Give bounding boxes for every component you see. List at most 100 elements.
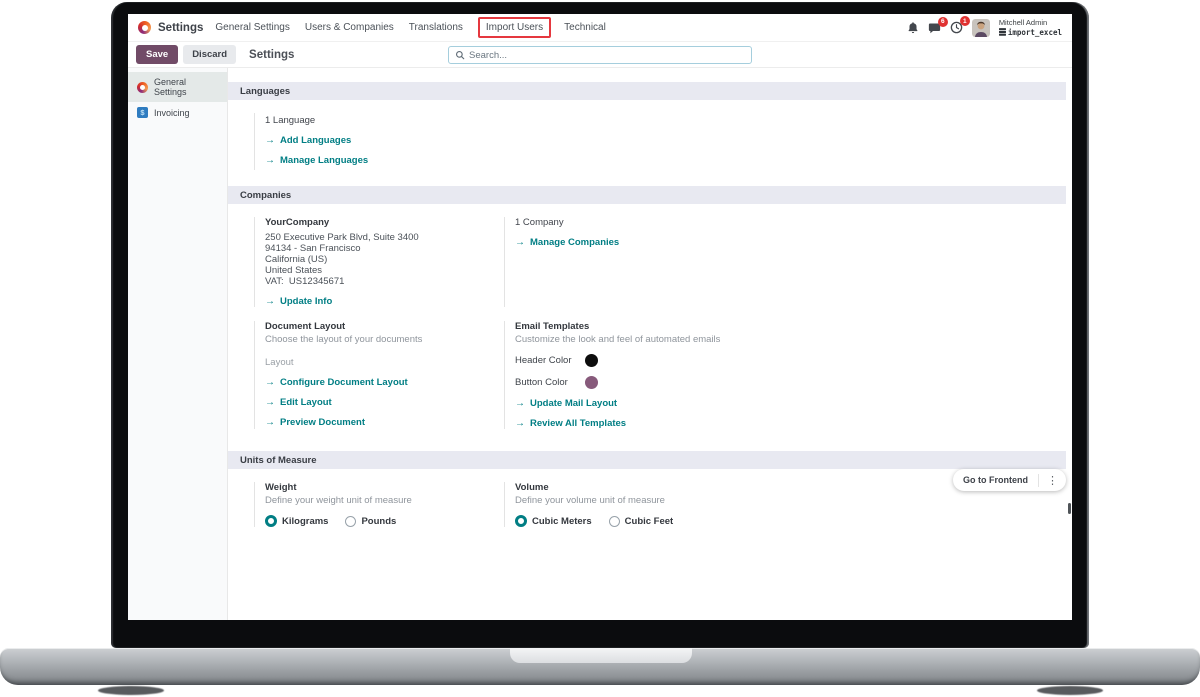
layout-field-label: Layout <box>265 357 294 368</box>
app-body: General Settings $ Invoicing Languages 1… <box>128 68 1072 620</box>
header-color-row: Header Color <box>515 354 1072 367</box>
link-label: Edit Layout <box>280 397 332 408</box>
manage-companies-link[interactable]: → Manage Companies <box>515 237 1072 248</box>
top-navbar: Settings General Settings Users & Compan… <box>128 14 1072 42</box>
add-languages-link[interactable]: → Add Languages <box>265 135 1072 146</box>
pounds-label: Pounds <box>361 515 397 527</box>
link-label: Manage Companies <box>530 237 620 248</box>
invoicing-dollar-icon: $ <box>137 107 148 118</box>
button-color-row: Button Color <box>515 376 1072 389</box>
odoo-logo-icon <box>137 81 148 93</box>
company-name: YourCompany <box>265 217 330 228</box>
kebab-menu-icon[interactable]: ⋮ <box>1047 474 1058 487</box>
section-header-companies: Companies <box>228 186 1066 204</box>
settings-content: Languages 1 Language → Add Languages → M… <box>228 68 1072 620</box>
go-to-frontend-pill: Go to Frontend ⋮ <box>953 469 1066 491</box>
laptop-base-notch <box>510 648 692 663</box>
review-all-templates-link[interactable]: → Review All Templates <box>515 418 1072 429</box>
user-menu[interactable]: Mitchell Admin import_excel <box>998 18 1062 37</box>
search-box[interactable] <box>448 46 752 64</box>
search-input[interactable] <box>469 49 745 61</box>
laptop-foot-right <box>1037 686 1103 695</box>
document-layout-cell: Document Layout Choose the layout of you… <box>254 321 504 429</box>
preview-document-link[interactable]: → Preview Document <box>265 417 504 428</box>
volume-subtitle: Define your volume unit of measure <box>515 495 665 506</box>
odoo-logo-icon[interactable] <box>138 21 151 34</box>
search-icon <box>456 51 465 60</box>
notifications-bell-button[interactable] <box>907 21 919 34</box>
company-info-cell: YourCompany 250 Executive Park Blvd, Sui… <box>254 217 504 307</box>
cubic-meters-label: Cubic Meters <box>532 515 592 527</box>
odoo-app-window: Settings General Settings Users & Compan… <box>128 14 1072 620</box>
edit-layout-link[interactable]: → Edit Layout <box>265 397 504 408</box>
pill-divider <box>1038 473 1039 487</box>
control-bar: Save Discard Settings <box>128 42 1072 68</box>
update-mail-layout-link[interactable]: → Update Mail Layout <box>515 398 1072 409</box>
sidebar-item-invoicing[interactable]: $ Invoicing <box>128 102 227 123</box>
breadcrumb: Settings <box>249 48 295 61</box>
menu-translations[interactable]: Translations <box>408 22 463 33</box>
pounds-radio[interactable] <box>345 515 357 527</box>
weight-subtitle: Define your weight unit of measure <box>265 495 412 506</box>
companies-grid: YourCompany 250 Executive Park Blvd, Sui… <box>228 217 1072 443</box>
go-to-frontend-button[interactable]: Go to Frontend <box>963 475 1028 485</box>
weight-options: Kilograms Pounds <box>265 515 504 527</box>
company-address-line: 94134 - San Francisco <box>265 243 361 254</box>
update-info-link[interactable]: → Update Info <box>265 296 504 307</box>
link-label: Review All Templates <box>530 418 627 429</box>
user-avatar[interactable] <box>971 18 990 37</box>
language-count: 1 Language <box>265 115 316 126</box>
header-color-swatch[interactable] <box>585 354 598 367</box>
menu-users-companies[interactable]: Users & Companies <box>304 22 394 33</box>
database-icon <box>998 28 1006 36</box>
menu-technical[interactable]: Technical <box>564 22 606 33</box>
menu-import-users[interactable]: Import Users <box>477 17 552 38</box>
volume-options: Cubic Meters Cubic Feet <box>515 515 1072 527</box>
company-address-line: 250 Executive Park Blvd, Suite 3400 <box>265 232 419 243</box>
link-label: Configure Document Layout <box>280 377 408 388</box>
menu-general-settings[interactable]: General Settings <box>215 22 290 33</box>
link-label: Manage Languages <box>280 155 369 166</box>
arrow-right-icon: → <box>265 377 275 388</box>
laptop-foot-left <box>98 686 164 695</box>
company-vat-line: VAT: US12345671 <box>265 276 345 287</box>
company-count: 1 Company <box>515 217 564 228</box>
settings-sidebar: General Settings $ Invoicing <box>128 68 228 620</box>
arrow-right-icon: → <box>515 398 525 409</box>
kilograms-radio[interactable] <box>265 515 277 527</box>
cubic-feet-label: Cubic Feet <box>624 515 674 527</box>
save-button[interactable]: Save <box>136 45 179 64</box>
messages-badge: 6 <box>937 16 948 27</box>
avatar-image <box>971 18 990 37</box>
sidebar-item-label: Invoicing <box>154 107 190 118</box>
discard-button[interactable]: Discard <box>183 45 237 64</box>
company-address-line: California (US) <box>265 254 328 265</box>
company-address-line: United States <box>265 265 323 276</box>
laptop-base <box>0 648 1200 685</box>
weight-title: Weight <box>265 482 297 493</box>
volume-title: Volume <box>515 482 549 493</box>
sidebar-item-general-settings[interactable]: General Settings <box>128 72 227 102</box>
laptop-screen: Settings General Settings Users & Compan… <box>111 2 1089 648</box>
link-label: Preview Document <box>280 417 365 428</box>
units-grid: Weight Define your weight unit of measur… <box>228 482 1072 541</box>
arrow-right-icon: → <box>515 418 525 429</box>
email-templates-title: Email Templates <box>515 321 590 332</box>
activities-badge: 1 <box>959 16 970 26</box>
messages-button[interactable]: 6 <box>928 16 948 34</box>
bell-icon <box>908 22 918 34</box>
configure-document-layout-link[interactable]: → Configure Document Layout <box>265 377 504 388</box>
arrow-right-icon: → <box>265 296 275 307</box>
volume-cell: Volume Define your volume unit of measur… <box>504 482 1072 527</box>
app-name[interactable]: Settings <box>158 21 204 34</box>
user-name: Mitchell Admin <box>998 18 1048 28</box>
cubic-feet-radio[interactable] <box>608 515 620 527</box>
company-count-cell: 1 Company → Manage Companies <box>504 217 1072 307</box>
vertical-scrollbar-thumb[interactable] <box>1068 503 1071 514</box>
navbar-right: 6 1 Mitchell Admin import_excel <box>907 16 1062 37</box>
activities-button[interactable]: 1 <box>950 16 970 34</box>
manage-languages-link[interactable]: → Manage Languages <box>265 155 1072 166</box>
button-color-swatch[interactable] <box>585 376 598 389</box>
cubic-meters-radio[interactable] <box>515 515 527 527</box>
document-layout-subtitle: Choose the layout of your documents <box>265 334 423 345</box>
